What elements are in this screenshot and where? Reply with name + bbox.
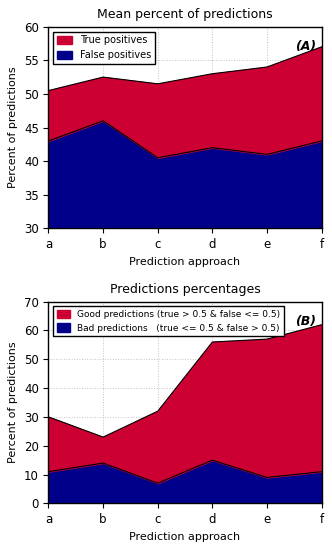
Title: Predictions percentages: Predictions percentages (110, 283, 260, 296)
X-axis label: Prediction approach: Prediction approach (129, 532, 241, 542)
X-axis label: Prediction approach: Prediction approach (129, 257, 241, 267)
Legend: True positives, False positives: True positives, False positives (53, 31, 155, 64)
Text: (A): (A) (295, 40, 316, 53)
Title: Mean percent of predictions: Mean percent of predictions (97, 8, 273, 21)
Y-axis label: Percent of predictions: Percent of predictions (8, 67, 18, 188)
Legend: Good predictions (true > 0.5 & false <= 0.5), Bad predictions   (true <= 0.5 & f: Good predictions (true > 0.5 & false <= … (53, 306, 284, 336)
Y-axis label: Percent of predictions: Percent of predictions (8, 342, 18, 463)
Text: (B): (B) (295, 315, 316, 328)
